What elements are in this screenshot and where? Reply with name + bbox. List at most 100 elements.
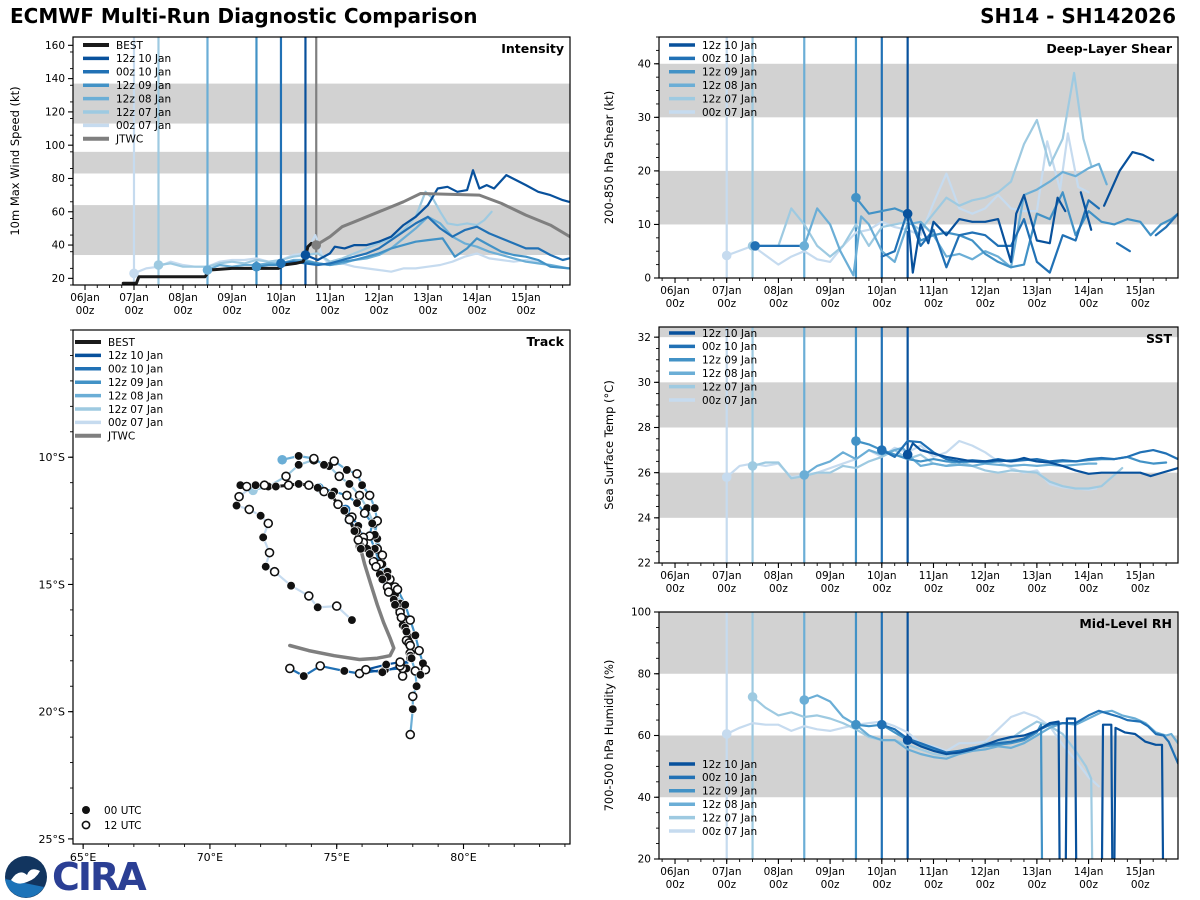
legend-label-r12z07: 12z 07 Jan (108, 404, 163, 416)
track-point-00utc (339, 506, 349, 516)
track-markers-r12z10 (352, 526, 417, 677)
track-point-12utc (392, 584, 403, 595)
track-point-12utc (371, 561, 381, 572)
logo-row: CIRA (4, 854, 147, 900)
track-point-00utc (365, 549, 375, 559)
x-tick-label: 12Jan (970, 570, 1000, 582)
x-tick-label: 11Jan (315, 292, 345, 304)
legend-label-r00z10: 00z 10 Jan (702, 772, 757, 784)
track-point-00utc (294, 460, 304, 470)
y-tick-label: 20 (638, 854, 651, 866)
intensity-init-dot-r12z10 (300, 250, 311, 260)
legend-label-best: BEST (108, 337, 136, 349)
x-tick-label: 14Jan (1074, 285, 1104, 297)
x-tick-label: 00z (924, 298, 943, 310)
track-point-12utc (309, 453, 319, 464)
x-tick-label: 09Jan (815, 866, 845, 878)
x-tick-label: 00z (1131, 583, 1150, 595)
utc-legend-label: 00 UTC (104, 805, 142, 817)
track-point-12utc (405, 640, 416, 651)
lon-tick-label: 75°E (323, 851, 349, 864)
x-tick-label: 00z (717, 879, 736, 891)
legend-label-r12z09: 12z 09 Jan (702, 786, 757, 798)
y-tick-label: 80 (52, 173, 65, 185)
x-tick-label: 00z (516, 305, 535, 317)
x-tick-label: 00z (976, 298, 995, 310)
storm-id-title: SH14 - SH142026 (980, 4, 1176, 28)
x-tick-label: 14Jan (462, 292, 492, 304)
track-point-12utc (405, 615, 416, 625)
track-point-00utc (381, 659, 391, 670)
intensity-init-dot-r00z10 (276, 258, 286, 269)
legend-label-r00z07: 00z 07 Jan (702, 826, 757, 838)
legend-label-r12z08: 12z 08 Jan (702, 80, 757, 92)
track-point-00utc (357, 480, 367, 490)
shear-axes: 06Jan00z07Jan00z08Jan00z09Jan00z10Jan00z… (638, 36, 1167, 310)
track-point-12utc (383, 587, 394, 597)
x-tick-label: 06Jan (660, 866, 690, 878)
shear-init-dot-r12z08 (799, 241, 810, 251)
sst-init-dot-r00z10 (876, 445, 887, 455)
rh-series-r12z07 (751, 695, 1094, 859)
y-tick-label: 32 (638, 332, 651, 344)
rh-init-dot-r12z07 (747, 692, 758, 702)
track-series-jtwc (288, 544, 396, 662)
shear-panel: 06Jan00z07Jan00z08Jan00z09Jan00z10Jan00z… (602, 36, 1179, 310)
x-tick-label: 00z (821, 583, 840, 595)
x-tick-label: 14Jan (1074, 570, 1104, 582)
legend-label-r12z10: 12z 10 Jan (702, 759, 757, 771)
x-tick-label: 15Jan (511, 292, 541, 304)
track-point-12utc (329, 456, 339, 466)
legend-label-r00z07: 00z 07 Jan (702, 107, 757, 119)
sst-frame (658, 326, 1179, 564)
legend-label-r12z09: 12z 09 Jan (108, 377, 163, 389)
x-tick-label: 10Jan (266, 292, 296, 304)
track-point-12utc (359, 508, 370, 519)
sst-panel-title: SST (1146, 331, 1172, 346)
y-tick-label: 100 (631, 607, 651, 619)
x-tick-label: 00z (717, 583, 736, 595)
sst-panel: 06Jan00z07Jan00z08Jan00z09Jan00z10Jan00z… (602, 326, 1179, 595)
intensity-init-dot-r00z07 (129, 268, 139, 279)
track-point-12utc (331, 601, 342, 611)
x-tick-label: 08Jan (168, 292, 198, 304)
legend-label-r00z10: 00z 10 Jan (108, 364, 163, 376)
track-point-12utc (361, 664, 371, 675)
legend-label-r12z10: 12z 10 Jan (702, 40, 757, 52)
x-tick-label: 00z (1079, 583, 1098, 595)
rh-init-dot-r12z08 (799, 695, 810, 705)
sst-category-band (659, 327, 1178, 338)
track-point-00utc (408, 704, 418, 714)
x-tick-label: 09Jan (217, 292, 247, 304)
lon-tick-label: 70°E (197, 851, 223, 864)
x-tick-label: 00z (1131, 298, 1150, 310)
legend-label-r12z10: 12z 10 Jan (108, 350, 163, 362)
track-point-00utc (231, 500, 242, 511)
sst-series-r12z09 (854, 439, 1168, 465)
sst-init-dot-r12z07 (747, 461, 758, 471)
shear-y-axis-label: 200-850 hPa Shear (kt) (602, 91, 616, 224)
track-point-12utc (259, 480, 270, 491)
track-point-12utc (377, 550, 388, 560)
x-tick-label: 00z (1027, 298, 1046, 310)
legend-label-r00z07: 00z 07 Jan (702, 395, 757, 407)
track-point-12utc (407, 691, 418, 702)
sst-category-band (659, 382, 1178, 428)
track-point-00utc (342, 465, 352, 475)
x-tick-label: 00z (418, 305, 437, 317)
legend-label-r00z07: 00z 07 Jan (116, 120, 171, 132)
legend-label-r12z09: 12z 09 Jan (116, 80, 171, 92)
x-tick-label: 00z (1079, 298, 1098, 310)
intensity-series-jtwc (314, 192, 570, 247)
y-tick-label: 140 (45, 73, 65, 85)
x-tick-label: 10Jan (867, 866, 897, 878)
x-tick-label: 00z (76, 305, 95, 317)
track-axes: 65°E 70°E 75°E 80°E 10°S 15°S 20°S 25°S (39, 329, 566, 864)
rh-init-dot-r00z07 (721, 729, 732, 739)
x-tick-label: 15Jan (1125, 866, 1155, 878)
x-tick-label: 06Jan (660, 285, 690, 297)
track-point-12utc (344, 514, 355, 525)
noaa-logo-wave (5, 879, 44, 898)
x-tick-label: 00z (769, 879, 788, 891)
